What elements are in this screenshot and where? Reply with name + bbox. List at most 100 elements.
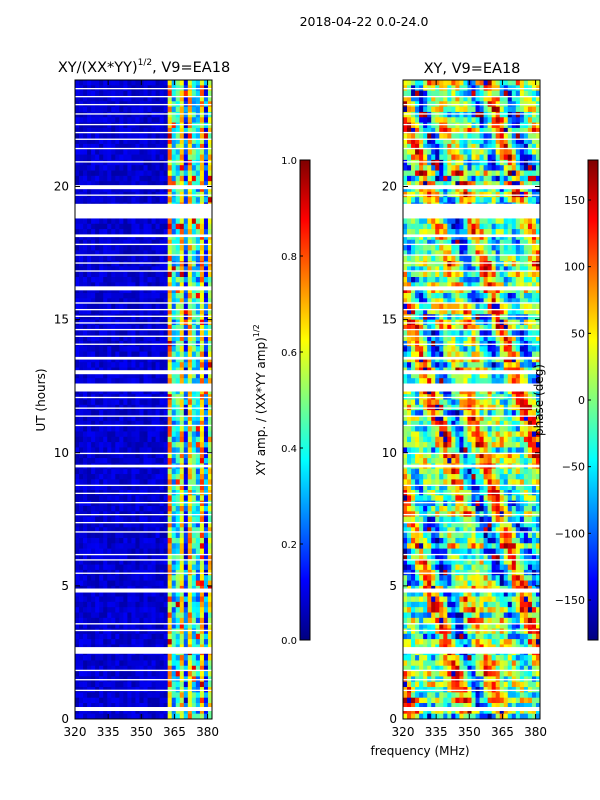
amp-cell [111, 362, 116, 368]
phase-cell [495, 138, 501, 145]
amp-cell [195, 127, 201, 134]
amp-cell [143, 181, 148, 187]
amp-cell [83, 261, 88, 267]
amp-cell [135, 335, 140, 342]
amp-cell [171, 282, 177, 289]
amp-cell [175, 420, 181, 427]
phase-cell [519, 143, 525, 150]
amp-cell [91, 282, 96, 289]
amp-cell [191, 388, 197, 395]
amp-cell [111, 351, 116, 358]
amp-cell [123, 111, 128, 118]
amp-cell [175, 628, 181, 635]
amp-cell [195, 159, 201, 166]
amp-cell [163, 601, 169, 608]
amp-cell [115, 277, 120, 283]
amp-cell [199, 266, 205, 273]
amp-cell [99, 106, 104, 113]
phase-cell [499, 138, 505, 145]
amp-cell [167, 149, 173, 155]
amp-cell [87, 506, 92, 512]
amp-cell [183, 601, 189, 608]
amp-cell [159, 474, 165, 480]
amp-cell [87, 671, 92, 677]
amp-cell [203, 335, 209, 342]
phase-cell [515, 186, 521, 193]
amp-cell [95, 665, 100, 672]
amp-cell [119, 197, 124, 203]
amp-cell [115, 324, 120, 331]
amp-cell [83, 314, 88, 321]
amp-cell [179, 149, 185, 155]
amp-cell [131, 474, 136, 480]
phase-cell [519, 159, 525, 166]
amp-cell [87, 362, 92, 368]
phase-cell [415, 165, 420, 171]
amp-cell [79, 612, 84, 619]
amp-cell [151, 149, 156, 155]
amp-cell [91, 186, 96, 193]
amp-cell [139, 293, 144, 299]
amp-cell [87, 218, 92, 225]
amp-cell [207, 623, 212, 629]
amp-cell [179, 474, 185, 480]
amp-cell [203, 612, 209, 619]
amp-cell [163, 117, 169, 124]
amp-cell [91, 356, 96, 363]
amp-cell [143, 197, 148, 203]
amp-cell [143, 261, 148, 267]
amp-cell [191, 452, 197, 459]
amp-cell [103, 175, 108, 182]
amp-cell [79, 138, 84, 145]
amp-cell [91, 559, 96, 565]
amp-cell [139, 90, 144, 97]
amp-cell [75, 564, 80, 571]
amp-cell [131, 617, 136, 624]
amp-cell [119, 415, 124, 422]
amp-cell [147, 170, 152, 177]
phase-cell [491, 80, 497, 86]
amp-cell [139, 564, 144, 571]
phase-cell [439, 95, 444, 102]
amp-cell [99, 181, 104, 187]
amp-cell [123, 197, 128, 203]
amp-cell [187, 671, 193, 677]
amp-cell [203, 356, 209, 363]
amp-cell [131, 234, 136, 241]
amp-cell [75, 468, 80, 475]
amp-cell [179, 181, 185, 187]
amp-cell [203, 623, 209, 629]
amp-cell [171, 591, 177, 597]
amp-cell [167, 532, 173, 539]
amp-cell [163, 165, 169, 171]
amp-cell [83, 159, 88, 166]
amp-cell [95, 703, 100, 709]
amp-cell [83, 324, 88, 331]
phase-cell [427, 117, 432, 124]
amp-cell [115, 234, 120, 241]
amp-cell [191, 197, 197, 203]
phase-cell [467, 122, 472, 129]
phase-cell [411, 170, 416, 177]
amp-cell [167, 298, 173, 305]
amp-cell [75, 324, 80, 331]
amp-cell [143, 426, 148, 432]
amp-cell [199, 436, 205, 443]
phase-cell [407, 165, 412, 171]
phase-cell [463, 111, 468, 118]
amp-cell [203, 298, 209, 305]
amp-cell [131, 703, 136, 709]
amp-cell [159, 159, 165, 166]
amp-cell [107, 117, 112, 124]
amp-cell [159, 516, 165, 523]
amp-cell [91, 474, 96, 480]
amp-cell [131, 506, 136, 512]
phase-cell [491, 127, 497, 134]
amp-cell [151, 159, 156, 166]
amp-cell [195, 362, 201, 368]
amp-cell [191, 372, 197, 379]
amp-cell [159, 181, 165, 187]
amp-cell [119, 617, 124, 624]
amp-cell [203, 452, 209, 459]
amp-cell [95, 601, 100, 608]
